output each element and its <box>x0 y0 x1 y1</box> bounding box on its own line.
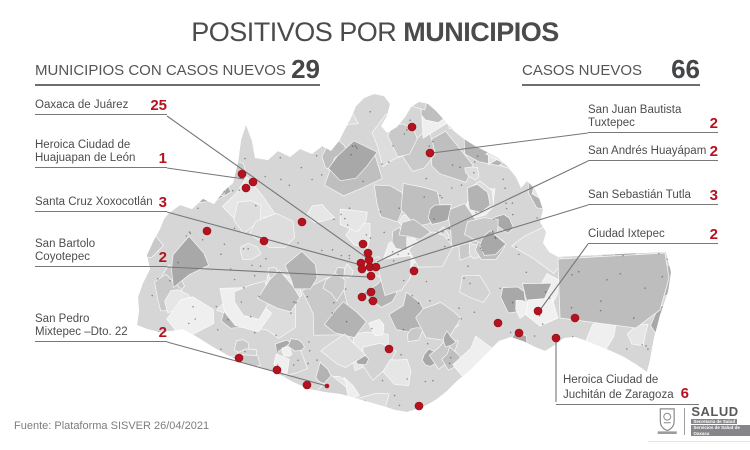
stat-value: 29 <box>291 54 320 84</box>
logo-subtitle-2: Servicios de Salud de Oaxaca <box>691 425 750 437</box>
case-dot <box>248 177 258 187</box>
municipality-name: San Juan Bautista Tuxtepec <box>588 104 682 129</box>
stat-casos-nuevos: CASOS NUEVOS 66 <box>522 56 700 86</box>
case-dot <box>272 365 282 375</box>
new-cases-count: 2 <box>709 143 718 160</box>
oaxaca-crest-icon <box>657 408 677 434</box>
callout-ciudad-ixtepec: Ciudad Ixtepec 2 <box>588 226 718 244</box>
municipality-name: Heroica Ciudad de Juchitán de Zaragoza <box>563 374 674 401</box>
case-dot <box>425 148 435 158</box>
case-dot <box>366 287 376 297</box>
callout-juchitan-de-zaragoza: Heroica Ciudad de Juchitán de Zaragoza 6 <box>556 374 699 405</box>
case-dot <box>570 313 580 323</box>
stat-municipios-con-casos-nuevos: MUNICIPIOS CON CASOS NUEVOS 29 <box>35 56 320 86</box>
leader-line <box>166 341 328 387</box>
case-dot <box>364 255 374 265</box>
new-cases-count: 3 <box>158 194 167 211</box>
case-dot <box>368 296 378 306</box>
case-dot <box>551 333 561 343</box>
page-title: POSITIVOS POR MUNICIPIOS <box>0 17 750 48</box>
case-dot <box>384 344 394 354</box>
leader-line <box>166 167 245 180</box>
municipality-name: Heroica Ciudad de Huajuapan de León <box>35 139 136 164</box>
case-dot <box>407 122 417 132</box>
callout-leader-lines <box>166 115 589 402</box>
leader-line <box>431 132 589 154</box>
case-dot <box>237 169 247 179</box>
new-cases-count: 2 <box>158 249 167 266</box>
case-dot <box>202 226 212 236</box>
callout-san-pedro-mixtepec: San Pedro Mixtepec –Dto. 22 2 <box>35 313 167 342</box>
case-dot <box>493 318 503 328</box>
case-dot <box>302 380 312 390</box>
leader-line <box>166 266 370 278</box>
municipality-name: San Bartolo Coyotepec <box>35 238 96 263</box>
logo-wordmark: SALUD Secretaría de Salud Servicios de S… <box>691 403 750 437</box>
callout-san-sebastian-tutla: San Sebastián Tutla 3 <box>588 187 718 205</box>
municipality-name: Ciudad Ixtepec <box>588 228 665 240</box>
case-dot <box>297 217 307 227</box>
logo-subtitle-1: Secretaría de Salud <box>691 418 738 425</box>
logo-title: SALUD <box>691 403 739 419</box>
logo-divider <box>684 407 686 435</box>
callout-oaxaca-de-juarez: Oaxaca de Juárez 25 <box>35 97 167 115</box>
municipality-name: San Pedro Mixtepec –Dto. 22 <box>35 313 128 338</box>
municipality-name: San Andrés Huayápam <box>588 145 707 157</box>
case-dot <box>514 328 524 338</box>
title-prefix: POSITIVOS POR <box>191 17 404 47</box>
case-dot <box>357 292 367 302</box>
case-dot <box>241 183 251 193</box>
leader-line <box>539 243 589 311</box>
case-dot <box>409 266 419 276</box>
case-dot <box>363 248 373 258</box>
new-cases-count: 25 <box>150 97 167 114</box>
case-dot <box>371 262 381 272</box>
callout-tuxtepec: San Juan Bautista Tuxtepec 2 <box>588 104 718 133</box>
leader-line <box>166 115 368 259</box>
new-cases-count: 2 <box>709 226 718 243</box>
case-dot <box>259 236 269 246</box>
new-cases-count: 3 <box>709 187 718 204</box>
stat-value: 66 <box>671 54 700 84</box>
bottom-rule <box>648 441 750 442</box>
stat-label: MUNICIPIOS CON CASOS NUEVOS <box>35 62 286 79</box>
municipality-name: Oaxaca de Juárez <box>35 99 129 111</box>
leader-line <box>374 204 589 271</box>
callout-san-andres-huayapam: San Andrés Huayápam 2 <box>588 143 718 161</box>
new-cases-count: 1 <box>158 150 167 167</box>
positive-case-dots <box>202 122 580 411</box>
case-dot <box>357 264 367 274</box>
case-dot <box>366 271 376 281</box>
new-cases-count: 6 <box>680 385 689 402</box>
case-dot-small <box>324 383 330 389</box>
leader-line <box>376 160 589 263</box>
salud-logo: SALUD Secretaría de Salud Servicios de S… <box>656 405 750 437</box>
callout-huajuapan-de-leon: Heroica Ciudad de Huajuapan de León 1 <box>35 139 167 168</box>
new-cases-count: 2 <box>709 115 718 132</box>
data-source: Fuente: Plataforma SISVER 26/04/2021 <box>14 420 210 432</box>
case-dot <box>358 239 368 249</box>
callout-san-bartolo-coyotepec: San Bartolo Coyotepec 2 <box>35 238 167 267</box>
case-dot <box>414 401 424 411</box>
new-cases-count: 2 <box>158 324 167 341</box>
callout-santa-cruz-xoxocotlan: Santa Cruz Xoxocotlán 3 <box>35 194 167 212</box>
case-dot <box>533 306 543 316</box>
municipality-name: San Sebastián Tutla <box>588 189 691 201</box>
chimalapas-flat-region <box>557 252 670 329</box>
title-emphasis: MUNICIPIOS <box>403 17 559 47</box>
stat-label: CASOS NUEVOS <box>522 62 643 79</box>
municipality-name: Santa Cruz Xoxocotlán <box>35 196 153 208</box>
case-dot <box>234 353 244 363</box>
